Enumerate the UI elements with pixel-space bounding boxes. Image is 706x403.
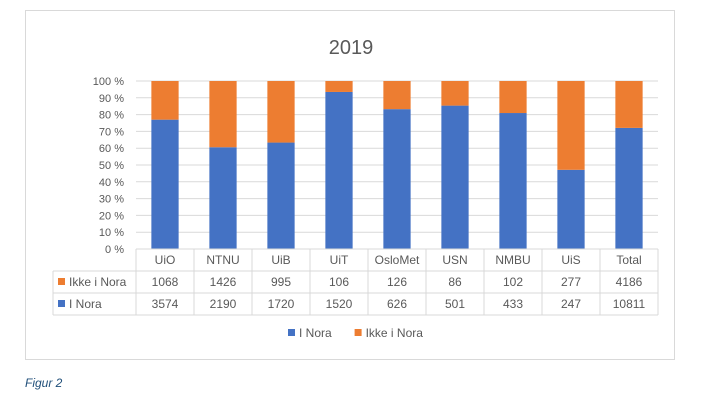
y-tick-label: 10 % bbox=[99, 227, 124, 239]
category-label: OsloMet bbox=[375, 253, 420, 267]
category-label: NTNU bbox=[206, 253, 239, 267]
y-tick-label: 60 % bbox=[99, 143, 124, 155]
legend-key bbox=[288, 329, 295, 336]
table-cell: 4186 bbox=[616, 275, 643, 289]
bar-segment bbox=[499, 113, 527, 249]
category-label: USN bbox=[442, 253, 467, 267]
category-label: UiO bbox=[155, 253, 176, 267]
row-label: Ikke i Nora bbox=[69, 275, 127, 289]
chart-area: 2019 0 % 10 % 20 % 30 % 40 % 50 % 60 % 70 % 80 %… bbox=[25, 10, 675, 360]
chart-title: 2019 bbox=[328, 37, 374, 59]
bar-segment bbox=[267, 81, 295, 143]
bar-segment bbox=[209, 147, 237, 249]
y-tick-label: 0 % bbox=[105, 244, 124, 256]
y-tick-label: 30 % bbox=[99, 194, 124, 206]
y-tick-label: 20 % bbox=[99, 210, 124, 222]
y-tick-label: 70 % bbox=[99, 126, 124, 138]
bar-segment bbox=[615, 127, 643, 249]
category-label: Total bbox=[616, 253, 641, 267]
y-tick-label: 40 % bbox=[99, 177, 124, 189]
stacked-bar-chart: 0 % 10 % 20 % 30 % 40 % 50 % 60 % 70 % 80 % 90 % 1… bbox=[52, 76, 659, 340]
table-cell: 10811 bbox=[613, 297, 646, 311]
table-cell: 2190 bbox=[210, 297, 237, 311]
table-cell: 247 bbox=[561, 297, 581, 311]
bar-segment bbox=[441, 105, 469, 250]
bar-segment bbox=[383, 109, 411, 250]
table-cell: 277 bbox=[561, 275, 581, 289]
bar-segment bbox=[383, 81, 411, 110]
row-legend-key bbox=[58, 278, 65, 285]
table-cell: 995 bbox=[271, 275, 291, 289]
table-cell: 1520 bbox=[326, 297, 353, 311]
legend-label: Ikke i Nora bbox=[366, 326, 424, 340]
bar-segment bbox=[557, 81, 585, 170]
bar-segment bbox=[325, 81, 353, 92]
legend-key bbox=[354, 329, 362, 336]
bar-segment bbox=[151, 119, 179, 249]
table-cell: 106 bbox=[329, 275, 349, 289]
legend-label: I Nora bbox=[299, 326, 332, 340]
y-tick-label: 80 % bbox=[99, 110, 124, 122]
y-tick-label: 50 % bbox=[99, 160, 124, 172]
table-cell: 433 bbox=[503, 297, 523, 311]
category-label: UiS bbox=[561, 253, 580, 267]
table-cell: 626 bbox=[387, 297, 407, 311]
category-label: UiT bbox=[330, 253, 349, 267]
row-label: I Nora bbox=[69, 297, 102, 311]
bar-segment bbox=[267, 142, 295, 249]
bar-segment bbox=[615, 81, 643, 128]
bar-segment bbox=[557, 169, 585, 249]
table-cell: 102 bbox=[503, 275, 523, 289]
category-label: NMBU bbox=[495, 253, 530, 267]
table-cell: 1068 bbox=[152, 275, 179, 289]
table-cell: 501 bbox=[445, 297, 465, 311]
category-label: UiB bbox=[271, 253, 290, 267]
bar-segment bbox=[209, 81, 237, 148]
bar-segment bbox=[325, 91, 353, 249]
table-cell: 126 bbox=[387, 275, 407, 289]
table-cell: 1426 bbox=[210, 275, 237, 289]
figure-caption: Figur 2 bbox=[25, 376, 63, 390]
table-cell: 1720 bbox=[268, 297, 295, 311]
y-tick-label: 100 % bbox=[93, 76, 124, 88]
table-cell: 86 bbox=[448, 275, 462, 289]
bar-segment bbox=[151, 81, 179, 120]
y-tick-label: 90 % bbox=[99, 93, 124, 105]
row-legend-key bbox=[58, 300, 65, 307]
table-cell: 3574 bbox=[152, 297, 179, 311]
bar-segment bbox=[499, 81, 527, 114]
bar-segment bbox=[441, 81, 469, 106]
